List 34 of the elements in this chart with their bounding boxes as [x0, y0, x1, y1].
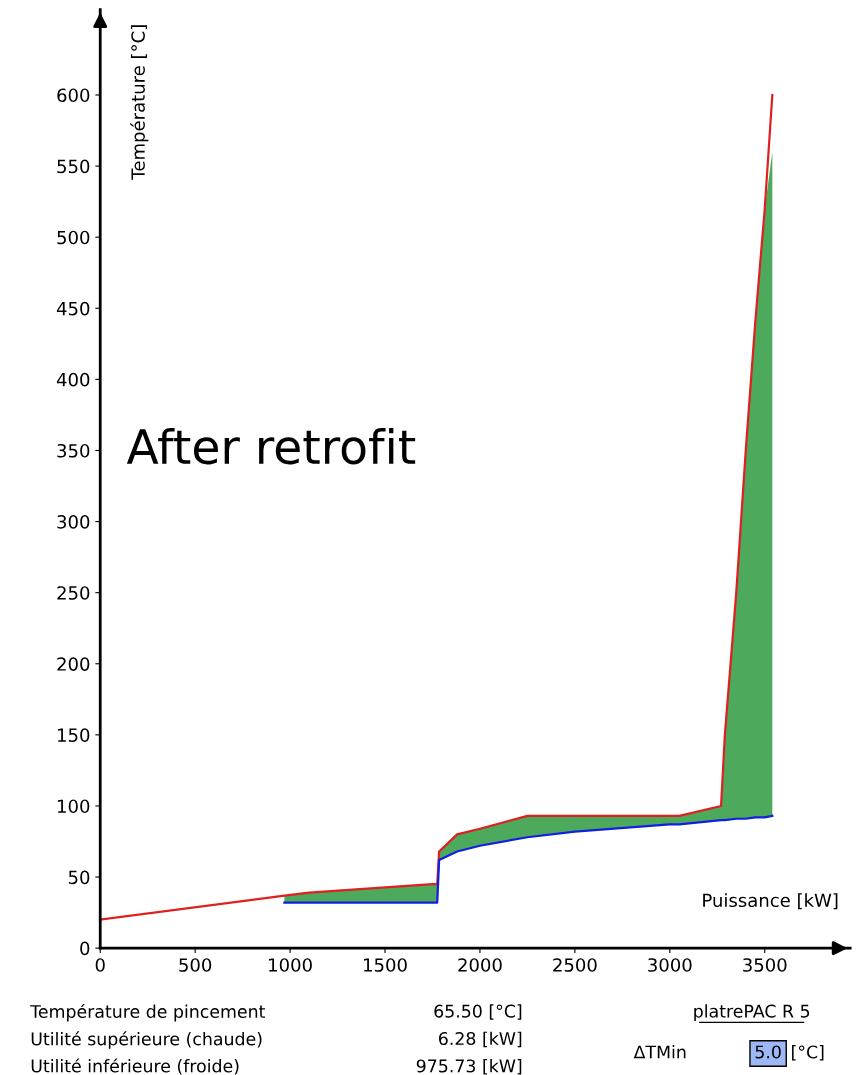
x-tick-label: 3000 — [648, 958, 692, 972]
x-tick-label: 500 — [179, 958, 212, 972]
y-tick-label: 600 — [57, 88, 90, 103]
y-tick-label: 450 — [56, 301, 90, 316]
x-tick-label: 2000 — [458, 958, 502, 972]
text: Utilité supérieure (chaude) — [31, 1031, 262, 1049]
y-tick-label: 550 — [57, 159, 90, 174]
text: 5.0 — [755, 1045, 781, 1059]
y-tick-label: 350 — [57, 443, 90, 458]
y-tick-label: 500 — [57, 230, 90, 245]
text: 975.73 [kW] — [416, 1059, 522, 1075]
x-tick-label: 1000 — [269, 958, 312, 972]
y-tick-label: 250 — [57, 586, 90, 600]
x-tick-label: 2500 — [553, 958, 597, 972]
y-tick-label: 100 — [58, 799, 90, 814]
x-tick-label: 0 — [95, 958, 105, 972]
y-tick-label: 200 — [57, 657, 90, 671]
annotation: After retrofit — [126, 427, 416, 465]
x-tick-label: 1500 — [364, 958, 407, 972]
y-axis-title: Température [°C] — [130, 25, 149, 180]
text: [°C] — [792, 1045, 824, 1061]
x-axis-title: Puissance [kW] — [703, 893, 838, 910]
text: Utilité inférieure (froide) — [31, 1058, 239, 1075]
y-tick-label: 400 — [56, 372, 90, 387]
y-tick-label: 300 — [57, 515, 90, 529]
text: platrePAC R 5 — [694, 1004, 810, 1022]
y-tick-label: 150 — [58, 728, 90, 742]
text: Température de pincement — [30, 1003, 265, 1022]
y-tick-label: 50 — [68, 870, 90, 885]
y-tick-label: 0 — [80, 941, 90, 956]
text: ΔTMin — [633, 1045, 686, 1059]
text: 65.50 [°C] — [434, 1004, 522, 1020]
text: 6.28 [kW] — [438, 1031, 522, 1048]
x-tick-label: 3500 — [743, 958, 787, 972]
